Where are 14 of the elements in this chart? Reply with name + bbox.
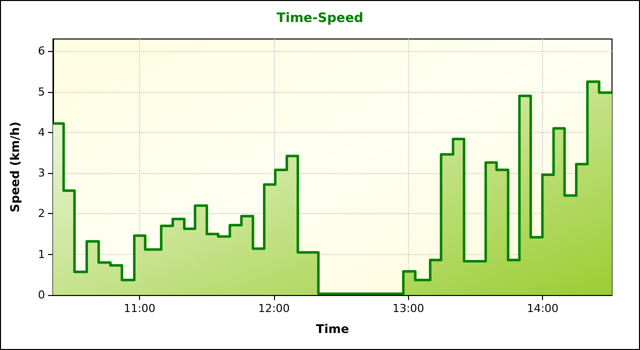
y-tick-label: 6 — [38, 44, 45, 58]
x-tick-label: 11:00 — [124, 302, 156, 315]
y-tick-label: 4 — [38, 126, 45, 139]
y-tick-label: 2 — [38, 207, 45, 220]
chart-title: Time-Speed — [276, 11, 364, 26]
x-axis-title: Time — [316, 322, 349, 336]
y-tick-label: 5 — [38, 85, 45, 98]
x-tick-label: 14:00 — [526, 302, 559, 315]
x-tick-label: 13:00 — [392, 302, 424, 315]
y-tick-label: 1 — [38, 248, 45, 261]
y-tick-label: 0 — [38, 288, 45, 302]
y-tick-label: 3 — [38, 166, 45, 180]
y-axis-title: Speed (km/h) — [8, 122, 22, 212]
x-tick-label: 12:00 — [258, 302, 290, 315]
